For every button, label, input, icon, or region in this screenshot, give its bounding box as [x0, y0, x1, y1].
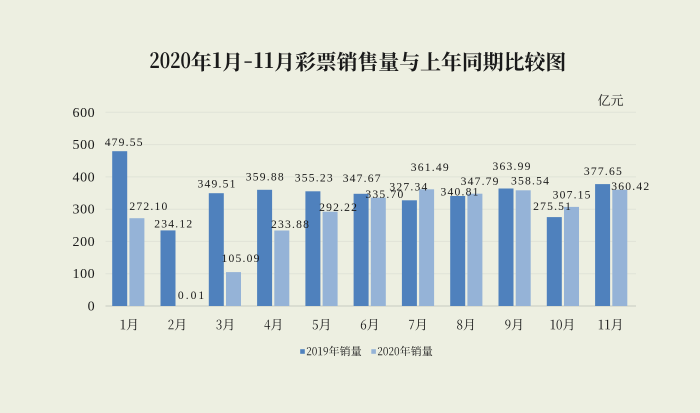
svg-text:500: 500	[73, 138, 96, 153]
svg-text:307.15: 307.15	[553, 188, 592, 201]
svg-text:0.01: 0.01	[178, 289, 206, 302]
svg-text:600: 600	[73, 106, 96, 121]
svg-text:100: 100	[73, 267, 96, 282]
svg-text:347.67: 347.67	[343, 172, 382, 185]
svg-text:359.88: 359.88	[246, 171, 285, 184]
svg-text:300: 300	[73, 203, 96, 218]
svg-text:292.22: 292.22	[319, 201, 358, 214]
svg-text:275.51: 275.51	[533, 200, 572, 213]
svg-text:377.65: 377.65	[584, 165, 623, 178]
svg-text:335.70: 335.70	[365, 188, 404, 201]
svg-text:234.12: 234.12	[154, 218, 193, 231]
svg-text:105.09: 105.09	[222, 252, 261, 265]
svg-text:363.99: 363.99	[493, 160, 532, 173]
svg-text:0: 0	[88, 300, 96, 315]
svg-text:233.88: 233.88	[271, 218, 310, 231]
svg-text:400: 400	[73, 170, 96, 185]
svg-text:360.42: 360.42	[611, 180, 650, 193]
svg-text:355.23: 355.23	[295, 172, 334, 185]
svg-text:479.55: 479.55	[105, 136, 144, 149]
svg-text:347.79: 347.79	[461, 175, 500, 188]
svg-text:272.10: 272.10	[129, 200, 168, 213]
svg-text:358.54: 358.54	[511, 175, 550, 188]
svg-text:327.34: 327.34	[389, 181, 428, 194]
svg-text:200: 200	[73, 235, 96, 250]
svg-text:349.51: 349.51	[198, 178, 237, 191]
svg-text:361.49: 361.49	[411, 161, 450, 174]
svg-text:340.81: 340.81	[441, 186, 480, 199]
